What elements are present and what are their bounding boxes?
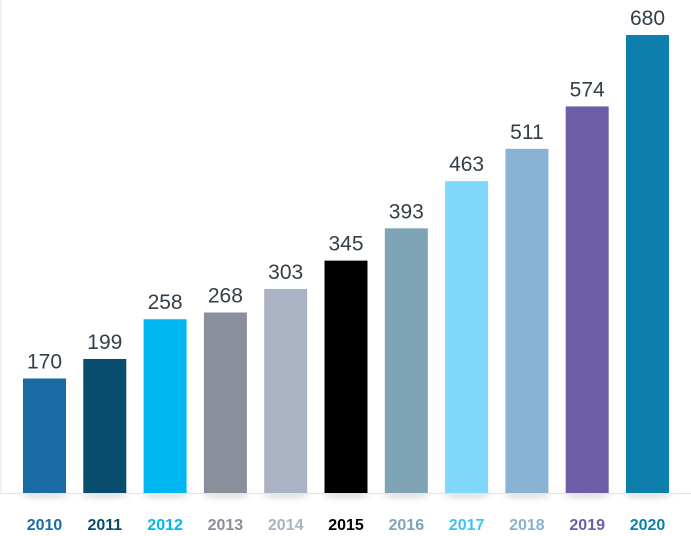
category-label-2017: 2017 (449, 517, 485, 534)
bar-2010 (23, 378, 66, 493)
value-label-2012: 258 (148, 291, 183, 314)
value-label-2017: 463 (449, 153, 484, 176)
category-label-2015: 2015 (328, 517, 364, 534)
value-label-2015: 345 (328, 233, 363, 256)
category-label-2013: 2013 (208, 517, 244, 534)
category-label-2018: 2018 (509, 517, 545, 534)
value-label-2018: 511 (510, 121, 543, 144)
value-labels-group: 170 199 258 268 303 345 393 463 511 574 680 (27, 7, 665, 374)
value-label-2011: 199 (87, 331, 122, 354)
bar-2018 (505, 148, 549, 493)
bar-2015 (324, 260, 368, 493)
bar-2020 (626, 35, 669, 493)
value-label-2014: 303 (268, 261, 303, 284)
category-label-2016: 2016 (389, 517, 425, 534)
value-label-2010: 170 (27, 351, 62, 374)
bar-2014 (264, 288, 308, 493)
bars-group (23, 35, 669, 494)
bar-2017 (445, 181, 489, 493)
bar-2013 (203, 312, 247, 493)
bar-2011 (83, 358, 127, 493)
category-label-2014: 2014 (268, 517, 304, 534)
category-labels-group: 2010 2011 2012 2013 2014 2015 2016 2017 2018 2019… (27, 517, 666, 534)
category-label-2019: 2019 (569, 517, 605, 534)
bar-2012 (143, 319, 187, 493)
bar-2019 (565, 106, 609, 494)
category-label-2010: 2010 (27, 517, 63, 534)
value-label-2020: 680 (630, 7, 665, 30)
value-label-2013: 268 (208, 284, 243, 307)
value-label-2016: 393 (389, 200, 424, 223)
category-label-2011: 2011 (87, 517, 122, 534)
value-label-2019: 574 (570, 78, 605, 101)
category-label-2020: 2020 (630, 517, 666, 534)
bar-2016 (384, 228, 428, 493)
category-label-2012: 2012 (147, 517, 183, 534)
